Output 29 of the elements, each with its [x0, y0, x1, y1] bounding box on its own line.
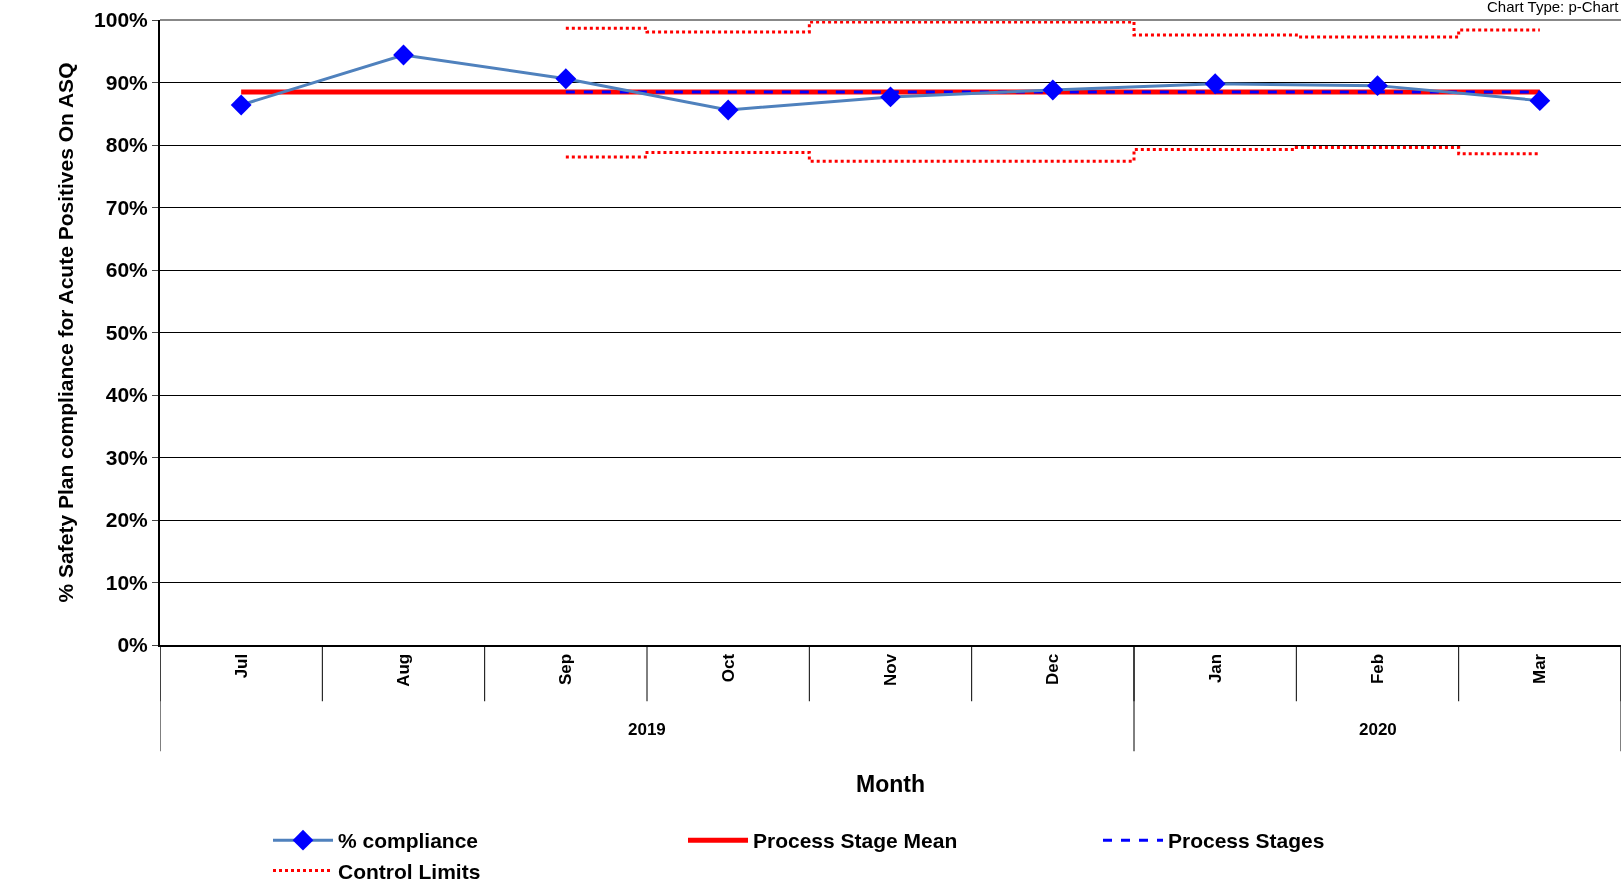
legend-label: Process Stage Mean [753, 829, 958, 853]
text: 2020 [1359, 720, 1397, 739]
y-tick-label: 40% [105, 383, 149, 407]
y-tick-label: 70% [105, 195, 149, 219]
y-tick-label: 50% [105, 320, 149, 344]
text: 2019 [628, 720, 666, 739]
x-tick-label: Oct [718, 653, 738, 683]
y-tick-label: 80% [105, 133, 149, 157]
y-tick-label: 20% [105, 508, 149, 532]
x-tick-label: Nov [881, 653, 901, 686]
y-tick-label: 30% [105, 445, 149, 469]
y-tick-label: 10% [105, 570, 149, 594]
x-tick-label: Jan [1205, 653, 1225, 684]
x-tick-label: Jul [231, 653, 251, 679]
x-tick-label: Aug [394, 653, 414, 687]
text: Chart Type: p-Chart [1487, 0, 1620, 15]
y-tick-label: 60% [105, 258, 149, 282]
x-tick-label: Feb [1368, 653, 1388, 685]
x-axis-title: Month [856, 770, 925, 797]
y-tick-label: 0% [117, 633, 149, 657]
legend-label: % compliance [338, 829, 479, 853]
legend-label: Process Stages [1168, 829, 1325, 853]
x-tick-label: Sep [556, 653, 576, 685]
y-tick-label: 90% [105, 70, 149, 94]
y-tick-label: 100% [94, 8, 149, 32]
x-tick-label: Mar [1530, 653, 1550, 685]
x-tick-label: Dec [1043, 653, 1063, 685]
legend-label: Control Limits [338, 859, 481, 883]
y-axis-title: % Safety Plan compliance for Acute Positives On ASQ [53, 62, 77, 603]
